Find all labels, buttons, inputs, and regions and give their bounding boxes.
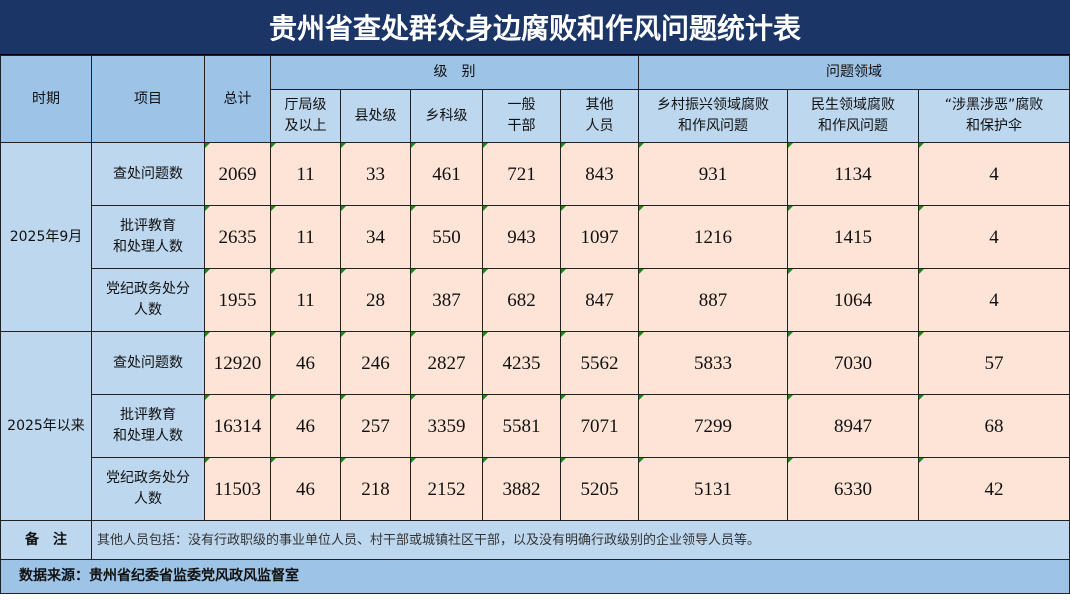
table-row: 批评教育 和处理人数 2635 11 34 550 943 1097 1216 1415 4 [1, 205, 1070, 269]
value-cell: 550 [410, 205, 483, 269]
value-cell: 46 [270, 331, 341, 395]
value-cell: 12920 [204, 331, 271, 395]
value-cell: 5833 [638, 331, 789, 395]
header-domain-0: 乡村振兴领域腐败 和作风问题 [638, 89, 789, 143]
value-cell: 7299 [638, 394, 789, 458]
value-cell: 1216 [638, 205, 789, 269]
item-cell: 查处问题数 [91, 142, 205, 206]
value-cell: 7071 [559, 394, 640, 458]
value-cell: 34 [340, 205, 411, 269]
table-row: 2025年9月 查处问题数 2069 11 33 461 721 843 931 1134 4 [0, 142, 1070, 332]
table-row: 党纪政务处分 人数 11503 46 218 2152 3882 5205 5131 6330 42 [1, 457, 1070, 521]
note-row: 备 注 其他人员包括：没有行政职级的事业单位人员、村干部或城镇社区干部，以及没有… [0, 520, 1070, 560]
value-cell: 387 [410, 268, 483, 332]
header-level-3: 一般 干部 [482, 89, 561, 143]
value-cell: 57 [918, 331, 1070, 395]
header-level-2: 乡科级 [410, 89, 483, 143]
source-row: 数据来源：贵州省纪委省监委党风政风监督室 [0, 559, 1070, 594]
item-cell: 批评教育 和处理人数 [91, 205, 205, 269]
header-row-2: 厅局级 及以上 县处级 乡科级 一般 干部 其他 人员 乡村振兴领域腐败 和作风问题 民生领域腐败和… [1, 89, 1070, 143]
value-cell: 46 [270, 457, 341, 521]
value-cell: 8947 [787, 394, 920, 458]
value-cell: 3359 [410, 394, 483, 458]
value-cell: 257 [340, 394, 411, 458]
value-cell: 4235 [482, 331, 561, 395]
value-cell: 721 [482, 142, 561, 206]
table-row: 批评教育 和处理人数 16314 46 257 3359 5581 7071 7299 8947 6… [1, 394, 1070, 458]
header-level-4: 其他 人员 [559, 89, 640, 143]
value-cell: 16314 [204, 394, 271, 458]
value-cell: 11 [270, 205, 341, 269]
value-cell: 1097 [559, 205, 640, 269]
value-cell: 28 [340, 268, 411, 332]
table-row: 2025年以来 查处问题数 12920 46 246 2827 4235 5562 5833 70… [0, 331, 1070, 521]
header-domain-group: 问题领域 [638, 55, 1070, 90]
value-cell: 1064 [787, 268, 920, 332]
value-cell: 11 [270, 268, 341, 332]
note-text: 其他人员包括：没有行政职级的事业单位人员、村干部或城镇社区干部，以及没有明确行政… [90, 520, 1070, 560]
value-cell: 2152 [410, 457, 483, 521]
value-cell: 246 [340, 331, 411, 395]
value-cell: 1415 [787, 205, 920, 269]
header-period: 时期 [0, 55, 92, 143]
item-cell: 党纪政务处分 人数 [91, 268, 205, 332]
header-item: 项目 [91, 55, 205, 143]
value-cell: 11503 [204, 457, 271, 521]
value-cell: 1134 [787, 142, 920, 206]
note-label: 备 注 [0, 520, 92, 560]
value-cell: 42 [918, 457, 1070, 521]
value-cell: 2069 [204, 142, 271, 206]
value-cell: 7030 [787, 331, 920, 395]
value-cell: 46 [270, 394, 341, 458]
period-cell: 2025年以来 [0, 331, 92, 521]
header-domain-1: 民生领域腐败 和作风问题 [787, 89, 920, 143]
value-cell: 68 [918, 394, 1070, 458]
item-cell: 查处问题数 [91, 331, 205, 395]
period-cell: 2025年9月 [0, 142, 92, 332]
value-cell: 33 [340, 142, 411, 206]
item-cell: 党纪政务处分 人数 [91, 457, 205, 521]
value-cell: 1955 [204, 268, 271, 332]
value-cell: 11 [270, 142, 341, 206]
value-cell: 887 [638, 268, 789, 332]
value-cell: 6330 [787, 457, 920, 521]
value-cell: 3882 [482, 457, 561, 521]
value-cell: 843 [559, 142, 640, 206]
header-row-1: 时期 项目 总计 级 别 问题领域 [0, 55, 1070, 143]
source-text: 数据来源：贵州省纪委省监委党风政风监督室 [0, 559, 1070, 594]
table-row: 党纪政务处分 人数 1955 11 28 387 682 847 887 1064 4 [1, 268, 1070, 332]
value-cell: 5581 [482, 394, 561, 458]
value-cell: 931 [638, 142, 789, 206]
value-cell: 2635 [204, 205, 271, 269]
header-level-1: 县处级 [340, 89, 411, 143]
value-cell: 4 [918, 205, 1070, 269]
value-cell: 218 [340, 457, 411, 521]
table-title: 贵州省查处群众身边腐败和作风问题统计表 [0, 0, 1070, 55]
statistics-table: 时期 项目 总计 级 别 问题领域 厅局级 及以上 县处级 乡科级 一般 干部 其他 人员 乡村… [0, 55, 1070, 594]
value-cell: 4 [918, 142, 1070, 206]
value-cell: 5131 [638, 457, 789, 521]
header-domain-2: “涉黑涉恶”腐败 和保护伞 [918, 89, 1070, 143]
value-cell: 2827 [410, 331, 483, 395]
header-level-group: 级 别 [269, 55, 640, 90]
value-cell: 847 [559, 268, 640, 332]
value-cell: 5205 [559, 457, 640, 521]
value-cell: 943 [482, 205, 561, 269]
header-total: 总计 [204, 55, 271, 143]
item-cell: 批评教育 和处理人数 [91, 394, 205, 458]
value-cell: 4 [918, 268, 1070, 332]
value-cell: 5562 [559, 331, 640, 395]
header-level-0: 厅局级 及以上 [270, 89, 341, 143]
value-cell: 682 [482, 268, 561, 332]
value-cell: 461 [410, 142, 483, 206]
